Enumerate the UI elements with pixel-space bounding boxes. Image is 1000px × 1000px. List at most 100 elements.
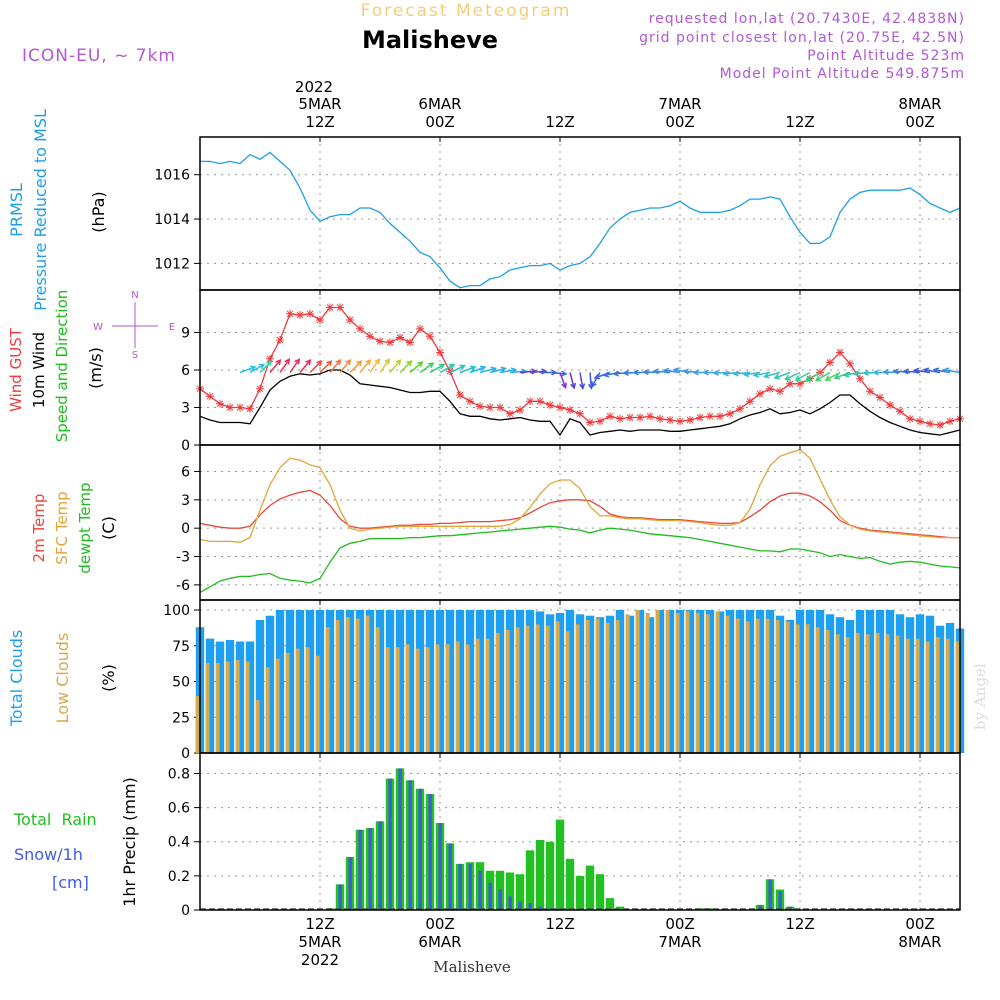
gust-marker-d2 <box>596 417 604 425</box>
gust-marker <box>366 332 374 341</box>
gust-marker <box>486 403 494 412</box>
wind-arrow-shaft <box>569 372 575 389</box>
total-cloud-bar <box>205 638 215 753</box>
total-cloud-bar <box>745 610 755 753</box>
snow-bar <box>438 823 442 910</box>
rain-bar <box>505 872 515 910</box>
gust-marker-d2 <box>866 387 874 395</box>
wind-arrow-shaft <box>439 363 455 374</box>
total-cloud-bar <box>485 610 495 753</box>
wind-arrow <box>814 371 831 382</box>
temp-label-3: dewpt Temp <box>76 482 94 573</box>
low-cloud-bar <box>755 618 760 753</box>
gust-marker <box>906 414 914 423</box>
wind-arrow-head <box>294 358 301 365</box>
pressure-label-1: PRMSL <box>7 183 26 237</box>
gust-marker-d2 <box>336 304 344 311</box>
low-cloud-bar <box>545 625 550 753</box>
wind-arrow-head <box>814 375 822 382</box>
snow-bar <box>478 870 482 911</box>
snow-bar <box>468 863 472 910</box>
precipitation-ytick-label: 0.2 <box>168 869 190 885</box>
wind-arrow-shaft <box>299 359 311 373</box>
gust-marker-d2 <box>636 414 644 421</box>
pressure-unit: (hPa) <box>89 191 108 232</box>
total-cloud-bar <box>295 610 305 753</box>
low-cloud-bar <box>565 631 570 753</box>
gust-marker-d2 <box>466 397 474 405</box>
gust-marker-d2 <box>916 417 924 425</box>
low-cloud-bar <box>475 638 480 753</box>
wind-arrow <box>549 370 568 377</box>
gust-marker <box>406 338 414 347</box>
snow-bar <box>418 788 422 910</box>
low-cloud-bar <box>245 661 250 753</box>
gust-marker <box>706 412 714 421</box>
gust-marker <box>296 311 304 319</box>
low-cloud-bar <box>585 620 590 753</box>
clouds-ytick-label: 25 <box>172 710 190 726</box>
gust-marker <box>746 397 754 406</box>
precipitation-ytick-label: 0.4 <box>168 835 190 851</box>
low-cloud-bar <box>665 610 670 753</box>
gust-marker <box>466 397 474 406</box>
gust-marker <box>926 419 934 428</box>
wind-arrow-shaft <box>279 358 290 373</box>
gust-marker-d2 <box>876 394 884 401</box>
top-time-label: 00Z <box>905 113 934 131</box>
gust-marker-d2 <box>676 417 684 425</box>
total-cloud-bar <box>635 610 645 753</box>
wind-arrow-shaft <box>459 366 476 374</box>
total-cloud-bar <box>625 615 635 753</box>
gust-marker-d2 <box>626 414 634 421</box>
wind-arrow-shaft <box>559 372 567 388</box>
low-cloud-bar <box>775 620 780 753</box>
low-cloud-bar <box>935 637 940 753</box>
gust-marker <box>886 401 894 409</box>
gust-marker-d2 <box>326 304 334 311</box>
gust-marker <box>346 316 354 324</box>
wind-ytick-label: 9 <box>181 326 190 342</box>
wind-arrow-head <box>266 360 273 367</box>
gust-marker-d2 <box>416 325 424 333</box>
gust-marker-d2 <box>556 404 564 411</box>
gust-marker <box>416 324 424 333</box>
gust-marker-d2 <box>756 390 764 398</box>
compass-south: S <box>132 350 138 361</box>
temp-label-2: SFC Temp <box>53 491 71 564</box>
gust-marker-d2 <box>296 311 304 319</box>
total-cloud-bar <box>245 641 255 753</box>
wind-arrow <box>773 371 791 380</box>
gust-marker <box>526 397 534 406</box>
clouds-ytick-label: 50 <box>172 675 190 691</box>
gust-marker <box>826 358 834 367</box>
precip-label-1: Total Rain <box>13 810 97 829</box>
wind-arrow-shaft <box>549 371 566 375</box>
compass-north: N <box>131 290 138 301</box>
low-cloud-bar <box>215 662 220 753</box>
total-cloud-bar <box>555 612 565 753</box>
gust-marker-d2 <box>496 404 504 411</box>
gust-marker <box>556 403 564 412</box>
wind-arrow <box>409 361 424 374</box>
wind-arrow-shaft <box>309 360 322 374</box>
low-cloud-bar <box>205 662 210 753</box>
total-cloud-bar <box>615 610 625 753</box>
low-cloud-bar <box>895 635 900 753</box>
wind-arrow-head <box>652 368 659 375</box>
model-altitude: Model Point Altitude 549.875m <box>720 66 965 82</box>
wind-arrow-head <box>824 375 831 381</box>
precipitation-panel: 0 0.2 0.4 0.6 0.8 <box>168 752 961 919</box>
compass-icon: N W E S <box>93 290 175 361</box>
precip-panel-label: Total Rain Snow/1h [cm] 1hr Precip (mm) <box>13 777 139 907</box>
gust-marker <box>796 379 804 388</box>
wind-arrow-head <box>632 369 639 376</box>
low-cloud-bar <box>435 644 440 753</box>
low-cloud-bar <box>385 647 390 753</box>
top-time-label: 00Z <box>425 113 454 131</box>
wind-arrow-head <box>448 363 456 370</box>
gust-marker <box>916 417 924 426</box>
gust-marker <box>776 387 784 396</box>
low-cloud-bar <box>505 630 510 753</box>
wind-arrow-shaft <box>269 359 281 373</box>
